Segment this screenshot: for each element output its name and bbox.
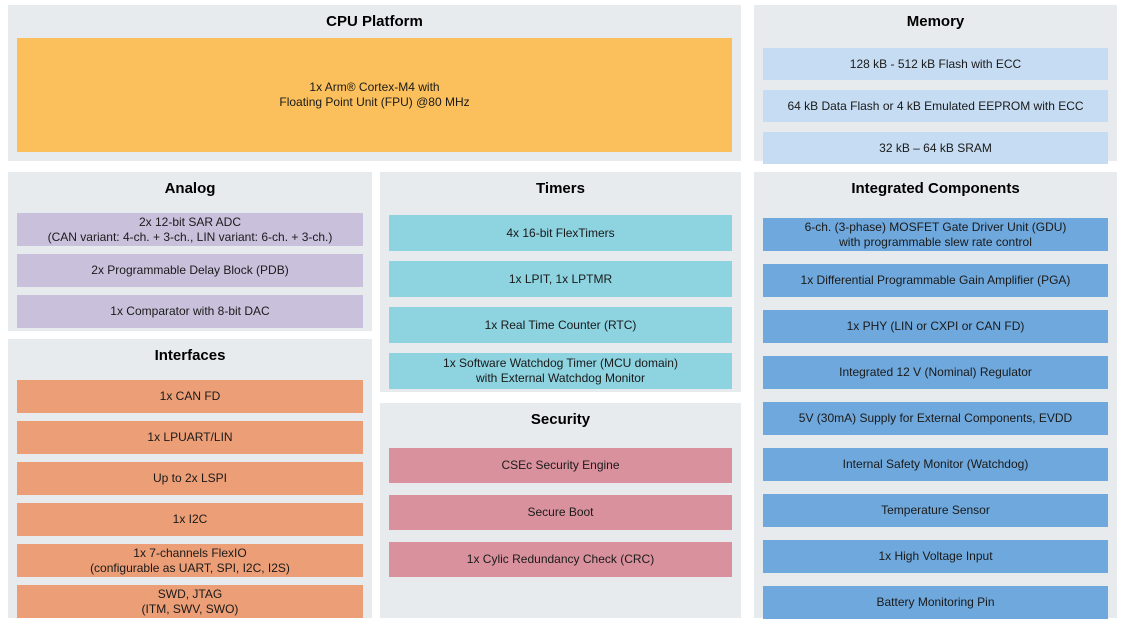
- block-lpit-lptmr: 1x LPIT, 1x LPTMR: [389, 261, 732, 297]
- section-title-integrated-components: Integrated Components: [851, 180, 1020, 197]
- block-watchdog-timer: 1x Software Watchdog Timer (MCU domain) …: [389, 353, 732, 389]
- block-data-flash-eeprom: 64 kB Data Flash or 4 kB Emulated EEPROM…: [763, 90, 1108, 122]
- section-integrated-components: Integrated Components 6-ch. (3-phase) MO…: [754, 172, 1117, 619]
- block-high-voltage-input: 1x High Voltage Input: [763, 540, 1108, 573]
- block-lpuart-lin: 1x LPUART/LIN: [17, 421, 363, 454]
- block-secure-boot: Secure Boot: [389, 495, 732, 530]
- block-evdd-supply: 5V (30mA) Supply for External Components…: [763, 402, 1108, 435]
- section-title-analog: Analog: [164, 180, 216, 197]
- block-flexio: 1x 7-channels FlexIO (configurable as UA…: [17, 544, 363, 577]
- block-csec-engine: CSEc Security Engine: [389, 448, 732, 483]
- section-memory: Memory 128 kB - 512 kB Flash with ECC 64…: [754, 5, 1117, 164]
- block-rtc: 1x Real Time Counter (RTC): [389, 307, 732, 343]
- section-cpu-platform: CPU Platform 1x Arm® Cortex-M4 with Floa…: [8, 5, 741, 161]
- section-title-interfaces: Interfaces: [154, 347, 226, 364]
- block-can-fd: 1x CAN FD: [17, 380, 363, 413]
- section-title-timers: Timers: [536, 180, 585, 197]
- block-phy: 1x PHY (LIN or CXPI or CAN FD): [763, 310, 1108, 343]
- section-title-security: Security: [530, 411, 591, 428]
- block-gdu: 6-ch. (3-phase) MOSFET Gate Driver Unit …: [763, 218, 1108, 251]
- block-cortex-m4: 1x Arm® Cortex-M4 with Floating Point Un…: [17, 38, 732, 152]
- block-sram: 32 kB – 64 kB SRAM: [763, 132, 1108, 164]
- block-lspi: Up to 2x LSPI: [17, 462, 363, 495]
- block-temperature-sensor: Temperature Sensor: [763, 494, 1108, 527]
- section-timers: Timers 4x 16-bit FlexTimers 1x LPIT, 1x …: [380, 172, 741, 392]
- section-interfaces: Interfaces 1x CAN FD 1x LPUART/LIN Up to…: [8, 339, 372, 618]
- block-i2c: 1x I2C: [17, 503, 363, 536]
- section-security: Security CSEc Security Engine Secure Boo…: [380, 403, 741, 618]
- block-pga: 1x Differential Programmable Gain Amplif…: [763, 264, 1108, 297]
- block-flextimers: 4x 16-bit FlexTimers: [389, 215, 732, 251]
- section-title-memory: Memory: [906, 13, 965, 30]
- block-crc: 1x Cylic Redundancy Check (CRC): [389, 542, 732, 577]
- block-comparator-dac: 1x Comparator with 8-bit DAC: [17, 295, 363, 328]
- block-flash: 128 kB - 512 kB Flash with ECC: [763, 48, 1108, 80]
- block-battery-monitoring-pin: Battery Monitoring Pin: [763, 586, 1108, 619]
- block-regulator: Integrated 12 V (Nominal) Regulator: [763, 356, 1108, 389]
- block-safety-monitor: Internal Safety Monitor (Watchdog): [763, 448, 1108, 481]
- block-sar-adc: 2x 12-bit SAR ADC (CAN variant: 4-ch. + …: [17, 213, 363, 246]
- block-swd-jtag: SWD, JTAG (ITM, SWV, SWO): [17, 585, 363, 618]
- section-analog: Analog 2x 12-bit SAR ADC (CAN variant: 4…: [8, 172, 372, 331]
- block-pdb: 2x Programmable Delay Block (PDB): [17, 254, 363, 287]
- section-title-cpu-platform: CPU Platform: [326, 13, 423, 30]
